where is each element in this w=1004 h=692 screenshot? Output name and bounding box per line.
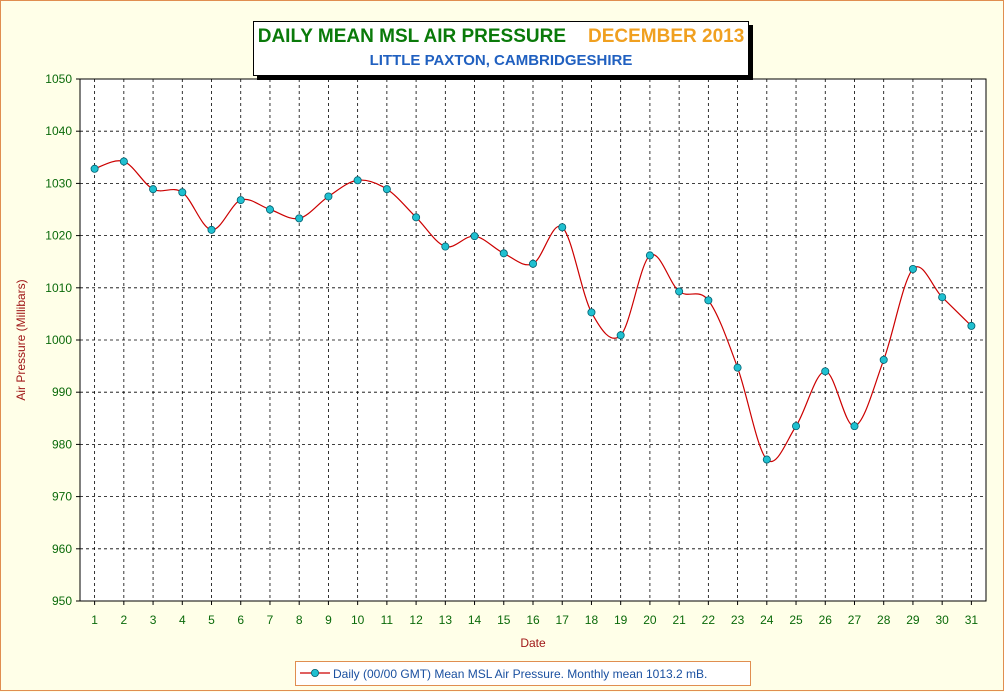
data-point bbox=[821, 367, 830, 376]
data-point bbox=[938, 293, 947, 302]
data-point bbox=[762, 455, 771, 464]
legend-label: Daily (00/00 GMT) Mean MSL Air Pressure.… bbox=[333, 667, 708, 681]
data-point bbox=[879, 355, 888, 364]
data-point bbox=[792, 422, 801, 431]
y-tick-label: 980 bbox=[52, 437, 72, 451]
data-point bbox=[529, 259, 538, 268]
data-point bbox=[412, 213, 421, 222]
data-point bbox=[645, 251, 654, 260]
data-point bbox=[558, 223, 567, 232]
x-tick-label: 17 bbox=[556, 613, 570, 627]
x-tick-label: 15 bbox=[497, 613, 511, 627]
x-tick-label: 1 bbox=[91, 613, 98, 627]
y-tick-label: 1020 bbox=[45, 229, 72, 243]
legend-swatch bbox=[300, 669, 330, 677]
data-point bbox=[616, 331, 625, 340]
data-point bbox=[382, 185, 391, 194]
y-tick-label: 990 bbox=[52, 385, 72, 399]
x-tick-label: 21 bbox=[672, 613, 686, 627]
chart-title-box: DAILY MEAN MSL AIR PRESSURE DECEMBER 2013… bbox=[253, 21, 749, 76]
title-line: DAILY MEAN MSL AIR PRESSURE DECEMBER 2013 bbox=[254, 26, 748, 48]
x-tick-label: 27 bbox=[848, 613, 862, 627]
x-tick-labels: 1 2 3 4 5 6 7 8 9 10 11 12 13 14 15 16 17 18 19 20 21 22 23 24 2… bbox=[91, 613, 978, 627]
x-tick-label: 11 bbox=[381, 613, 394, 627]
y-tick-label: 1000 bbox=[45, 333, 72, 347]
data-point bbox=[353, 176, 362, 185]
x-tick-label: 5 bbox=[208, 613, 215, 627]
data-point bbox=[704, 296, 713, 305]
y-tick-label: 1050 bbox=[45, 72, 72, 86]
x-tick-label: 23 bbox=[731, 613, 745, 627]
data-point bbox=[90, 164, 99, 173]
x-axis-title: Date bbox=[520, 636, 546, 650]
x-tick-label: 2 bbox=[120, 613, 127, 627]
y-tick-label: 1010 bbox=[45, 281, 72, 295]
y-tick-label: 1040 bbox=[45, 124, 72, 138]
x-tick-label: 16 bbox=[526, 613, 540, 627]
legend-marker bbox=[310, 669, 319, 677]
x-tick-label: 13 bbox=[439, 613, 453, 627]
chart-title: DAILY MEAN MSL AIR PRESSURE bbox=[257, 26, 566, 47]
chart-period: DECEMBER 2013 bbox=[588, 26, 745, 47]
data-point bbox=[733, 363, 742, 372]
x-tick-label: 28 bbox=[877, 613, 891, 627]
x-tick-label: 9 bbox=[325, 613, 332, 627]
data-point bbox=[850, 422, 859, 431]
data-point bbox=[499, 249, 508, 258]
data-point bbox=[675, 287, 684, 296]
x-tick-label: 29 bbox=[906, 613, 920, 627]
y-tick-label: 960 bbox=[52, 542, 72, 556]
data-point bbox=[149, 185, 158, 194]
data-point bbox=[207, 225, 216, 234]
x-tick-label: 31 bbox=[965, 613, 979, 627]
x-tick-label: 22 bbox=[702, 613, 716, 627]
x-tick-label: 10 bbox=[351, 613, 365, 627]
chart-subtitle: LITTLE PAXTON, CAMBRIDGESHIRE bbox=[369, 52, 633, 69]
y-tick-label: 1030 bbox=[45, 176, 72, 190]
data-point bbox=[295, 214, 304, 223]
x-tick-label: 12 bbox=[409, 613, 423, 627]
x-tick-label: 19 bbox=[614, 613, 628, 627]
data-point bbox=[908, 265, 917, 274]
x-tick-label: 4 bbox=[179, 613, 186, 627]
data-point bbox=[178, 188, 187, 197]
legend: Daily (00/00 GMT) Mean MSL Air Pressure.… bbox=[295, 661, 751, 686]
grid-lines bbox=[76, 78, 986, 605]
x-tick-label: 6 bbox=[237, 613, 244, 627]
data-point bbox=[967, 321, 976, 330]
series-points bbox=[90, 157, 976, 464]
x-tick-label: 24 bbox=[760, 613, 774, 627]
x-tick-label: 20 bbox=[643, 613, 657, 627]
x-tick-label: 14 bbox=[468, 613, 482, 627]
data-point bbox=[265, 205, 274, 214]
y-axis-title: Air Pressure (Millibars) bbox=[14, 279, 28, 400]
data-point bbox=[236, 196, 245, 205]
y-tick-labels: 950 960 970 980 990 1000 1010 1020 1030 1040 1050 bbox=[45, 72, 72, 608]
y-tick-label: 950 bbox=[52, 594, 72, 608]
x-tick-label: 8 bbox=[296, 613, 303, 627]
data-point bbox=[441, 242, 450, 251]
data-point bbox=[470, 232, 479, 241]
data-point bbox=[324, 192, 333, 201]
x-tick-label: 18 bbox=[585, 613, 599, 627]
x-tick-label: 7 bbox=[267, 613, 274, 627]
x-tick-label: 25 bbox=[789, 613, 803, 627]
x-tick-label: 3 bbox=[150, 613, 157, 627]
x-tick-label: 26 bbox=[819, 613, 833, 627]
data-point bbox=[587, 308, 596, 317]
data-point bbox=[119, 157, 128, 166]
x-tick-label: 30 bbox=[935, 613, 949, 627]
y-tick-label: 970 bbox=[52, 490, 72, 504]
